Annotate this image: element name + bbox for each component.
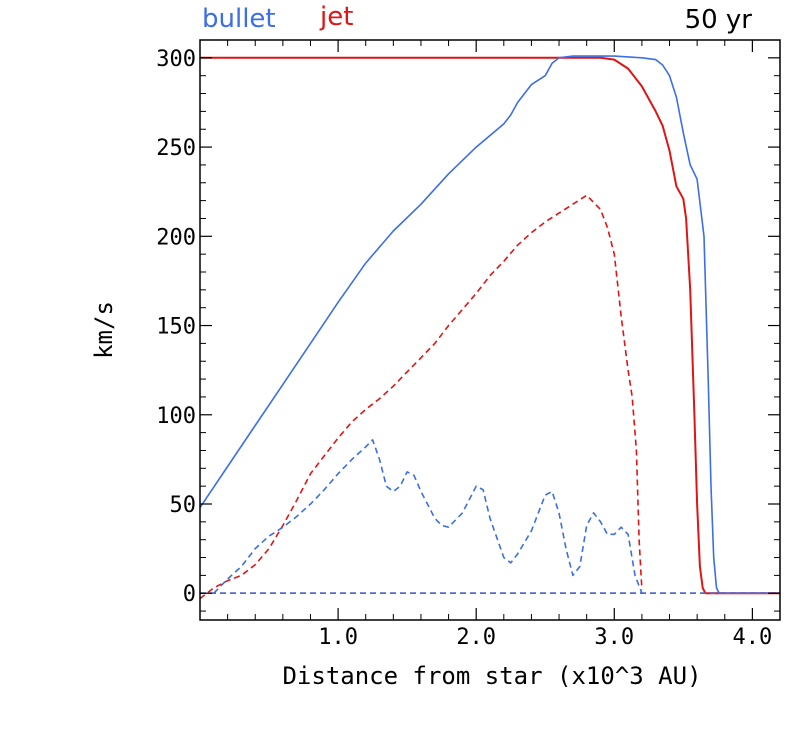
series-bullet-solid-1 <box>199 55 780 594</box>
plot-series <box>199 55 780 600</box>
x-axis-label: Distance from star (x10^3 AU) <box>282 662 701 690</box>
y-tick-label-6: 300 <box>156 47 196 72</box>
series-jet-dashed-2 <box>199 194 643 600</box>
series-jet-solid-0 <box>200 56 780 595</box>
y-tick-label-5: 250 <box>156 136 196 161</box>
axis-tick-labels: 1.0 2.0 3.0 4.0 0 50 100 150 200 250 300 <box>156 47 772 650</box>
time-annotation: 50 yr <box>685 5 753 35</box>
x-tick-label-3: 4.0 <box>733 625 773 650</box>
y-tick-label-1: 50 <box>170 493 197 518</box>
series-bullet-dashed-3 <box>213 439 643 594</box>
y-tick-label-2: 100 <box>156 404 196 429</box>
plot-frame <box>199 39 781 621</box>
y-axis-label: km/s <box>90 301 118 359</box>
y-tick-label-3: 150 <box>156 315 196 340</box>
axis-ticks <box>200 39 780 620</box>
x-tick-label-1: 2.0 <box>456 625 496 650</box>
legend-bullet: bullet <box>202 4 276 34</box>
x-tick-label-0: 1.0 <box>318 625 358 650</box>
y-tick-label-4: 200 <box>156 225 196 250</box>
x-tick-label-2: 3.0 <box>594 625 634 650</box>
y-tick-label-0: 0 <box>183 582 196 607</box>
legend-jet: jet <box>319 2 353 32</box>
